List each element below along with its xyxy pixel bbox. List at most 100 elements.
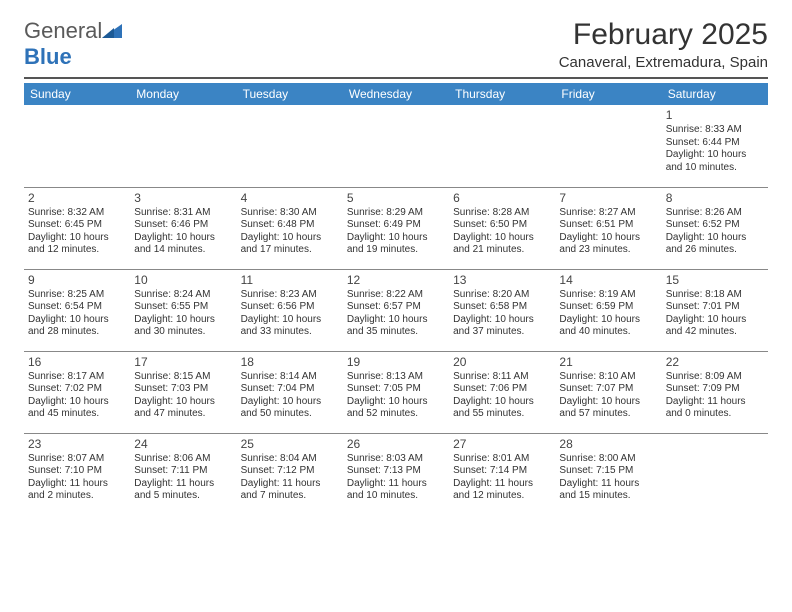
day-number: 11 — [241, 273, 339, 288]
calendar-cell: 28Sunrise: 8:00 AMSunset: 7:15 PMDayligh… — [555, 433, 661, 515]
sunrise-line: Sunrise: 8:01 AM — [453, 453, 551, 466]
calendar-cell: 9Sunrise: 8:25 AMSunset: 6:54 PMDaylight… — [24, 269, 130, 351]
sunset-line: Sunset: 6:52 PM — [666, 219, 764, 232]
sunrise-line: Sunrise: 8:15 AM — [134, 371, 232, 384]
sunset-line: Sunset: 6:48 PM — [241, 219, 339, 232]
sunrise-line: Sunrise: 8:17 AM — [28, 371, 126, 384]
calendar-row: 1Sunrise: 8:33 AMSunset: 6:44 PMDaylight… — [24, 105, 768, 187]
day-number: 21 — [559, 355, 657, 370]
logo-word2: Blue — [24, 44, 72, 69]
sunrise-line: Sunrise: 8:27 AM — [559, 207, 657, 220]
sunset-line: Sunset: 7:03 PM — [134, 383, 232, 396]
daylight-line: Daylight: 11 hours and 7 minutes. — [241, 478, 339, 503]
calendar-cell: 1Sunrise: 8:33 AMSunset: 6:44 PMDaylight… — [662, 105, 768, 187]
day-header: Wednesday — [343, 83, 449, 105]
sunrise-line: Sunrise: 8:03 AM — [347, 453, 445, 466]
daylight-line: Daylight: 11 hours and 2 minutes. — [28, 478, 126, 503]
sunset-line: Sunset: 6:54 PM — [28, 301, 126, 314]
daylight-line: Daylight: 10 hours and 26 minutes. — [666, 232, 764, 257]
sunset-line: Sunset: 7:12 PM — [241, 465, 339, 478]
calendar-cell: 26Sunrise: 8:03 AMSunset: 7:13 PMDayligh… — [343, 433, 449, 515]
sunrise-line: Sunrise: 8:10 AM — [559, 371, 657, 384]
sunrise-line: Sunrise: 8:13 AM — [347, 371, 445, 384]
sunset-line: Sunset: 7:01 PM — [666, 301, 764, 314]
day-number: 4 — [241, 191, 339, 206]
calendar-cell: 25Sunrise: 8:04 AMSunset: 7:12 PMDayligh… — [237, 433, 343, 515]
sunset-line: Sunset: 7:15 PM — [559, 465, 657, 478]
day-number: 12 — [347, 273, 445, 288]
day-header-row: Sunday Monday Tuesday Wednesday Thursday… — [24, 83, 768, 105]
day-number: 25 — [241, 437, 339, 452]
sunrise-line: Sunrise: 8:24 AM — [134, 289, 232, 302]
daylight-line: Daylight: 10 hours and 14 minutes. — [134, 232, 232, 257]
daylight-line: Daylight: 10 hours and 10 minutes. — [666, 149, 764, 174]
calendar-cell — [343, 105, 449, 187]
daylight-line: Daylight: 11 hours and 15 minutes. — [559, 478, 657, 503]
calendar-cell: 24Sunrise: 8:06 AMSunset: 7:11 PMDayligh… — [130, 433, 236, 515]
calendar-cell: 8Sunrise: 8:26 AMSunset: 6:52 PMDaylight… — [662, 187, 768, 269]
calendar-cell: 14Sunrise: 8:19 AMSunset: 6:59 PMDayligh… — [555, 269, 661, 351]
day-number: 16 — [28, 355, 126, 370]
sunset-line: Sunset: 7:10 PM — [28, 465, 126, 478]
calendar-table: Sunday Monday Tuesday Wednesday Thursday… — [24, 83, 768, 515]
sunrise-line: Sunrise: 8:26 AM — [666, 207, 764, 220]
day-number: 27 — [453, 437, 551, 452]
day-number: 2 — [28, 191, 126, 206]
sunset-line: Sunset: 7:14 PM — [453, 465, 551, 478]
sunrise-line: Sunrise: 8:25 AM — [28, 289, 126, 302]
calendar-cell: 16Sunrise: 8:17 AMSunset: 7:02 PMDayligh… — [24, 351, 130, 433]
day-header: Friday — [555, 83, 661, 105]
day-number: 3 — [134, 191, 232, 206]
day-number: 5 — [347, 191, 445, 206]
calendar-cell — [662, 433, 768, 515]
day-number: 14 — [559, 273, 657, 288]
day-number: 17 — [134, 355, 232, 370]
sunset-line: Sunset: 6:59 PM — [559, 301, 657, 314]
day-number: 1 — [666, 108, 764, 123]
daylight-line: Daylight: 10 hours and 57 minutes. — [559, 396, 657, 421]
sunset-line: Sunset: 7:11 PM — [134, 465, 232, 478]
calendar-row: 2Sunrise: 8:32 AMSunset: 6:45 PMDaylight… — [24, 187, 768, 269]
day-number: 19 — [347, 355, 445, 370]
header-rule — [24, 77, 768, 79]
calendar-row: 9Sunrise: 8:25 AMSunset: 6:54 PM Daylight… — [24, 269, 768, 351]
daylight-line: Daylight: 10 hours and 21 minutes. — [453, 232, 551, 257]
sunrise-line: Sunrise: 8:18 AM — [666, 289, 764, 302]
sunrise-line: Sunrise: 8:22 AM — [347, 289, 445, 302]
sunset-line: Sunset: 7:02 PM — [28, 383, 126, 396]
day-number: 24 — [134, 437, 232, 452]
calendar-cell: 22Sunrise: 8:09 AMSunset: 7:09 PMDayligh… — [662, 351, 768, 433]
sunrise-line: Sunrise: 8:32 AM — [28, 207, 126, 220]
daylight-line: Daylight: 10 hours and 33 minutes. — [241, 314, 339, 339]
logo: General Blue — [24, 18, 122, 70]
sunset-line: Sunset: 6:49 PM — [347, 219, 445, 232]
sunrise-line: Sunrise: 8:31 AM — [134, 207, 232, 220]
sunset-line: Sunset: 7:07 PM — [559, 383, 657, 396]
day-number: 10 — [134, 273, 232, 288]
calendar-cell: 21Sunrise: 8:10 AMSunset: 7:07 PMDayligh… — [555, 351, 661, 433]
calendar-cell: 2Sunrise: 8:32 AMSunset: 6:45 PMDaylight… — [24, 187, 130, 269]
sunset-line: Sunset: 6:51 PM — [559, 219, 657, 232]
daylight-line: Daylight: 10 hours and 42 minutes. — [666, 314, 764, 339]
calendar-cell: 11Sunrise: 8:23 AMSunset: 6:56 PMDayligh… — [237, 269, 343, 351]
calendar-cell: 3Sunrise: 8:31 AMSunset: 6:46 PMDaylight… — [130, 187, 236, 269]
daylight-line: Daylight: 10 hours and 50 minutes. — [241, 396, 339, 421]
day-number: 9 — [28, 273, 126, 288]
sunrise-line: Sunrise: 8:09 AM — [666, 371, 764, 384]
calendar-cell: 12Sunrise: 8:22 AMSunset: 6:57 PMDayligh… — [343, 269, 449, 351]
logo-word1: General — [24, 18, 102, 43]
daylight-line: Daylight: 10 hours and 55 minutes. — [453, 396, 551, 421]
daylight-line: Daylight: 10 hours and 37 minutes. — [453, 314, 551, 339]
calendar-cell: 18Sunrise: 8:14 AMSunset: 7:04 PMDayligh… — [237, 351, 343, 433]
day-number: 18 — [241, 355, 339, 370]
sunset-line: Sunset: 6:46 PM — [134, 219, 232, 232]
sunrise-line: Sunrise: 8:19 AM — [559, 289, 657, 302]
daylight-line: Daylight: 10 hours and 12 minutes. — [28, 232, 126, 257]
calendar-cell: 19Sunrise: 8:13 AMSunset: 7:05 PMDayligh… — [343, 351, 449, 433]
day-number: 26 — [347, 437, 445, 452]
day-header: Sunday — [24, 83, 130, 105]
calendar-body: 1Sunrise: 8:33 AMSunset: 6:44 PMDaylight… — [24, 105, 768, 515]
day-header: Tuesday — [237, 83, 343, 105]
logo-text: General Blue — [24, 18, 122, 70]
calendar-cell: 7Sunrise: 8:27 AMSunset: 6:51 PMDaylight… — [555, 187, 661, 269]
